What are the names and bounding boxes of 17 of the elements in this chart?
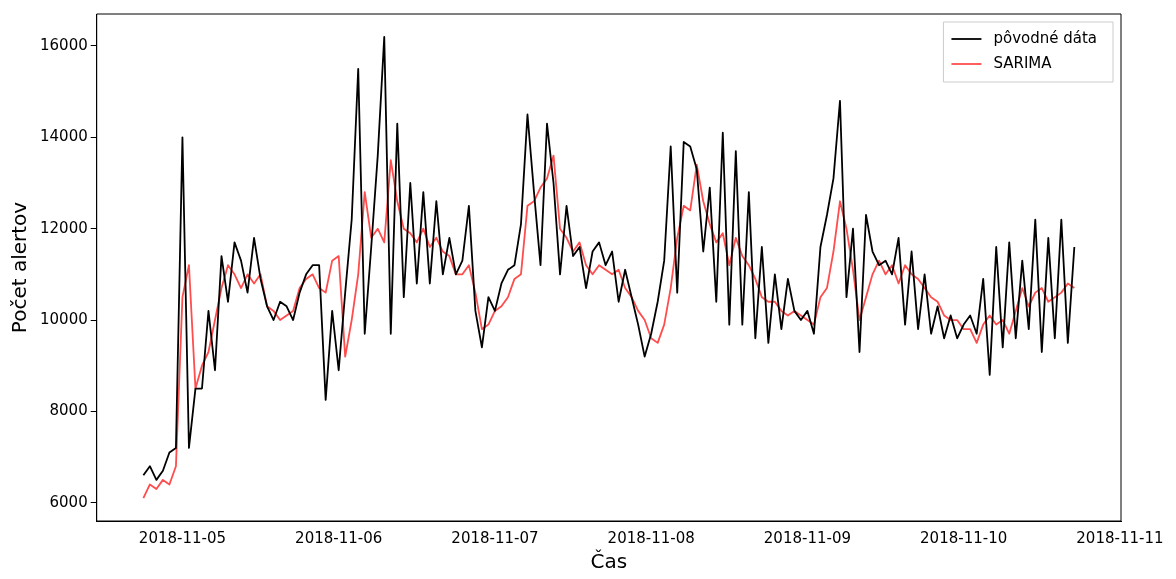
y-axis-title: Počet alertov — [7, 201, 32, 334]
x-tick-label: 2018-11-11 — [1076, 528, 1164, 547]
y-tick-label: 12000 — [40, 218, 88, 237]
y-tick-label: 16000 — [40, 35, 88, 54]
y-tick-label: 6000 — [49, 492, 88, 511]
x-tick-label: 2018-11-06 — [295, 528, 383, 547]
x-axis-title: Čas — [590, 549, 628, 574]
x-tick-label: 2018-11-07 — [451, 528, 539, 547]
x-tick-label: 2018-11-09 — [763, 528, 852, 547]
legend-label: SARIMA — [993, 53, 1053, 72]
y-tick-label: 14000 — [40, 127, 88, 146]
x-tick-label: 2018-11-05 — [138, 528, 227, 547]
y-tick-label: 10000 — [40, 309, 88, 328]
y-tick-label: 8000 — [49, 401, 88, 420]
x-tick-label: 2018-11-08 — [607, 528, 695, 547]
x-tick-label: 2018-11-10 — [920, 528, 1008, 547]
legend-label: pôvodné dáta — [993, 28, 1098, 47]
